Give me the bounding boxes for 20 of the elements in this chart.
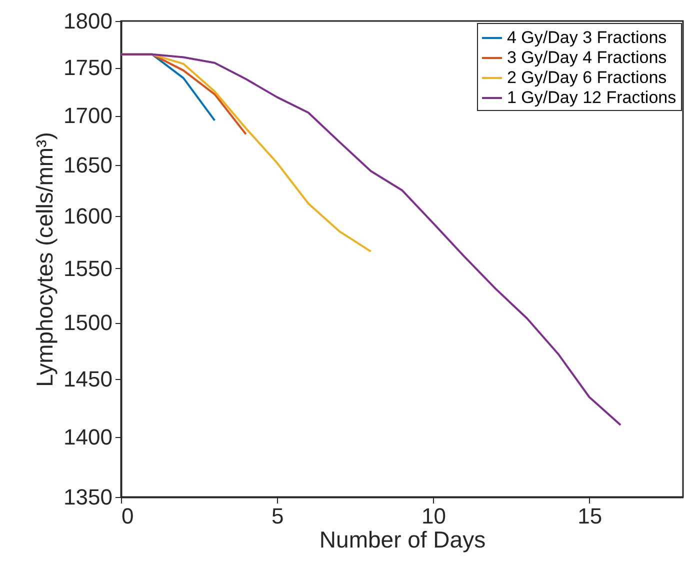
y-tick-label: 1750 <box>64 55 112 80</box>
y-tick-label: 1600 <box>64 203 112 228</box>
y-tick-label: 1350 <box>64 484 112 510</box>
x-tick-label: 0 <box>122 504 134 528</box>
y-tick-label: 1500 <box>64 310 112 336</box>
y-axis-title: Lymphocytes (cells/mm³) <box>32 132 58 387</box>
x-tick-label: 10 <box>421 504 446 528</box>
y-tick-label: 1400 <box>64 424 112 450</box>
y-tick-label: 1700 <box>64 103 112 128</box>
legend-label: 1 Gy/Day 12 Fractions <box>507 88 676 107</box>
y-tick-label: 1550 <box>64 256 112 281</box>
x-axis-title: Number of Days <box>319 526 486 552</box>
x-tick-label: 15 <box>578 504 602 528</box>
y-tick-label: 1800 <box>64 8 112 34</box>
x-tick-label: 5 <box>271 504 284 528</box>
legend-label: 2 Gy/Day 6 Fractions <box>507 68 667 87</box>
legend-label: 3 Gy/Day 4 Fractions <box>507 48 667 67</box>
legend-label: 4 Gy/Day 3 Fractions <box>507 28 667 47</box>
y-tick-label: 1650 <box>64 152 112 178</box>
y-tick-label: 1450 <box>64 366 112 392</box>
